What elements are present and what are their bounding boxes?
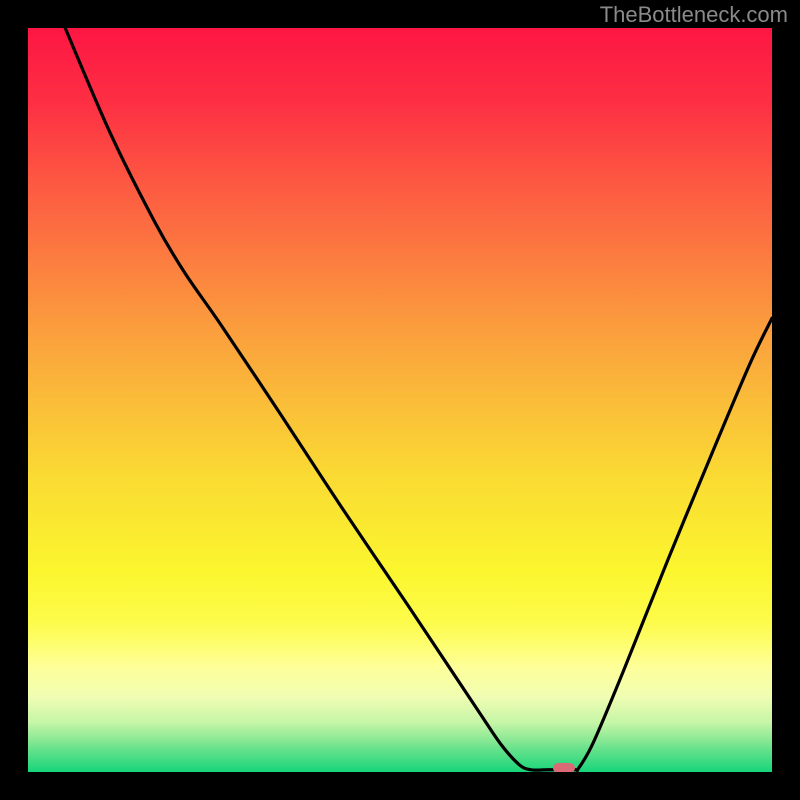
chart-container: TheBottleneck.com: [0, 0, 800, 800]
watermark-label: TheBottleneck.com: [600, 2, 788, 28]
bottleneck-curve: [65, 28, 772, 771]
bottleneck-marker: [553, 763, 575, 772]
curve-svg: [28, 28, 772, 772]
plot-area: [28, 28, 772, 772]
